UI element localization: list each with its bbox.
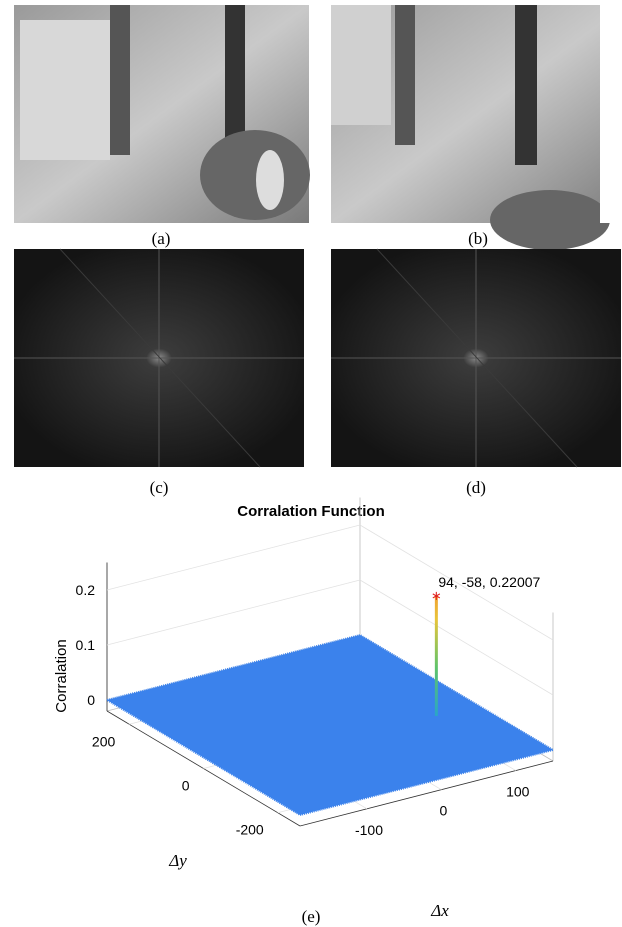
peak-spike	[434, 594, 438, 717]
caption: (c)	[150, 478, 169, 497]
y-tick-label: 200	[92, 733, 116, 749]
aerial-image-a	[14, 5, 310, 223]
box-edge	[299, 760, 554, 827]
grid-line	[106, 579, 361, 646]
caption: (e)	[302, 907, 321, 926]
x-tick-label: 100	[506, 784, 530, 800]
caption: (b)	[468, 229, 488, 248]
caption: (a)	[152, 229, 171, 248]
correlation-surface	[104, 633, 556, 817]
spectrum-image-c	[14, 248, 304, 468]
x-axis-label: Δx	[430, 901, 449, 920]
caption: (d)	[466, 478, 486, 497]
z-tick-label: 0.1	[76, 637, 96, 653]
z-tick-label: 0.2	[76, 582, 96, 598]
y-axis-label: Δy	[168, 851, 187, 870]
y-tick-label: -200	[236, 822, 264, 838]
spectrum-image-d	[331, 248, 621, 468]
x-tick-label: 0	[439, 803, 447, 819]
plot-title: Corralation Function	[237, 503, 385, 520]
x-tick-label: -100	[355, 822, 383, 838]
peak-annotation: 94, -58, 0.22007	[438, 574, 540, 590]
y-tick-label: 0	[182, 778, 190, 794]
grid-line	[359, 524, 554, 641]
plot-area: 0 0.1 0.2 -200 0 200 -100 0 100 ∗94, -58, 0.22007	[76, 497, 556, 838]
peak-marker: ∗	[431, 589, 442, 604]
z-tick-label: 0	[87, 692, 95, 708]
grid-line	[106, 524, 361, 591]
aerial-image-b	[331, 5, 622, 250]
z-axis-label: Corralation	[53, 639, 70, 712]
grid-line	[359, 579, 554, 696]
